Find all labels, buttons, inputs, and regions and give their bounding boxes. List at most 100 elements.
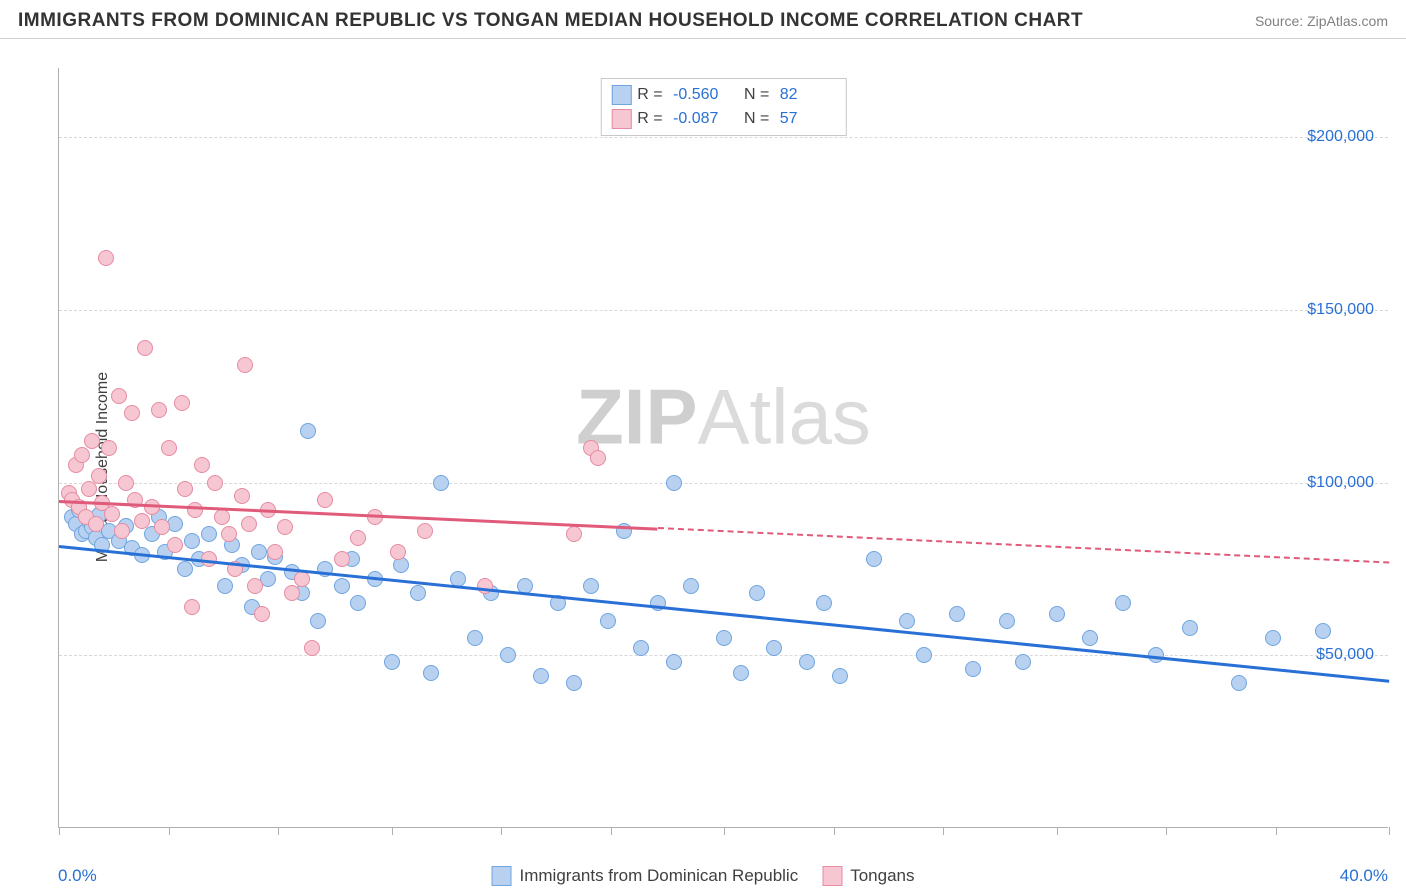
data-point [194, 457, 210, 473]
data-point [214, 509, 230, 525]
data-point [1231, 675, 1247, 691]
data-point [650, 595, 666, 611]
legend-label: Tongans [850, 866, 914, 886]
r-label: R = [637, 86, 667, 104]
data-point [423, 665, 439, 681]
data-point [201, 526, 217, 542]
legend-label: Immigrants from Dominican Republic [520, 866, 799, 886]
data-point [583, 578, 599, 594]
data-point [716, 630, 732, 646]
data-point [1015, 654, 1031, 670]
data-point [241, 516, 257, 532]
data-point [167, 537, 183, 553]
data-point [187, 502, 203, 518]
y-tick-label: $100,000 [1307, 474, 1374, 492]
trend-line-extrapolated [657, 527, 1389, 564]
gridline [59, 310, 1388, 311]
data-point [533, 668, 549, 684]
data-point [247, 578, 263, 594]
data-point [410, 585, 426, 601]
data-point [1082, 630, 1098, 646]
data-point [161, 440, 177, 456]
data-point [201, 551, 217, 567]
data-point [207, 475, 223, 491]
data-point [81, 481, 97, 497]
data-point [184, 533, 200, 549]
series-legend: Immigrants from Dominican Republic Tongan… [492, 866, 915, 886]
x-tick [392, 827, 393, 835]
data-point [254, 606, 270, 622]
source-label: Source: ZipAtlas.com [1255, 13, 1388, 29]
plot-region: ZIPAtlas R = -0.560 N = 82R = -0.087 N =… [58, 68, 1388, 828]
data-point [566, 675, 582, 691]
watermark: ZIPAtlas [576, 372, 871, 463]
data-point [949, 606, 965, 622]
legend-swatch [611, 109, 631, 129]
data-point [477, 578, 493, 594]
gridline [59, 137, 1388, 138]
data-point [467, 630, 483, 646]
data-point [137, 340, 153, 356]
data-point [899, 613, 915, 629]
data-point [267, 544, 283, 560]
data-point [666, 654, 682, 670]
data-point [384, 654, 400, 670]
y-tick-label: $200,000 [1307, 128, 1374, 146]
data-point [566, 526, 582, 542]
y-tick-label: $150,000 [1307, 301, 1374, 319]
data-point [832, 668, 848, 684]
data-point [124, 405, 140, 421]
data-point [237, 357, 253, 373]
n-label: N = [735, 110, 774, 128]
data-point [114, 523, 130, 539]
data-point [177, 481, 193, 497]
x-tick [501, 827, 502, 835]
data-point [91, 468, 107, 484]
data-point [999, 613, 1015, 629]
x-tick [278, 827, 279, 835]
gridline [59, 483, 1388, 484]
data-point [350, 530, 366, 546]
x-tick [1166, 827, 1167, 835]
data-point [217, 578, 233, 594]
x-tick [834, 827, 835, 835]
data-point [417, 523, 433, 539]
data-point [633, 640, 649, 656]
data-point [317, 492, 333, 508]
data-point [600, 613, 616, 629]
data-point [816, 595, 832, 611]
data-point [111, 388, 127, 404]
legend-item: Tongans [822, 866, 914, 886]
watermark-light: Atlas [697, 373, 870, 461]
data-point [177, 561, 193, 577]
data-point [666, 475, 682, 491]
data-point [184, 599, 200, 615]
data-point [1049, 606, 1065, 622]
data-point [350, 595, 366, 611]
data-point [1182, 620, 1198, 636]
data-point [390, 544, 406, 560]
data-point [590, 450, 606, 466]
data-point [294, 571, 310, 587]
data-point [433, 475, 449, 491]
data-point [284, 585, 300, 601]
chart-title: IMMIGRANTS FROM DOMINICAN REPUBLIC VS TO… [18, 10, 1083, 32]
data-point [916, 647, 932, 663]
x-tick [1057, 827, 1058, 835]
legend-swatch [611, 85, 631, 105]
data-point [1315, 623, 1331, 639]
r-label: R = [637, 110, 667, 128]
data-point [277, 519, 293, 535]
data-point [118, 475, 134, 491]
x-tick [1276, 827, 1277, 835]
data-point [1265, 630, 1281, 646]
legend-swatch [822, 866, 842, 886]
data-point [84, 433, 100, 449]
data-point [304, 640, 320, 656]
correlation-legend: R = -0.560 N = 82R = -0.087 N = 57 [600, 78, 846, 136]
trend-line [59, 500, 658, 530]
n-value: 82 [780, 86, 836, 104]
data-point [334, 551, 350, 567]
x-tick [59, 827, 60, 835]
n-value: 57 [780, 110, 836, 128]
